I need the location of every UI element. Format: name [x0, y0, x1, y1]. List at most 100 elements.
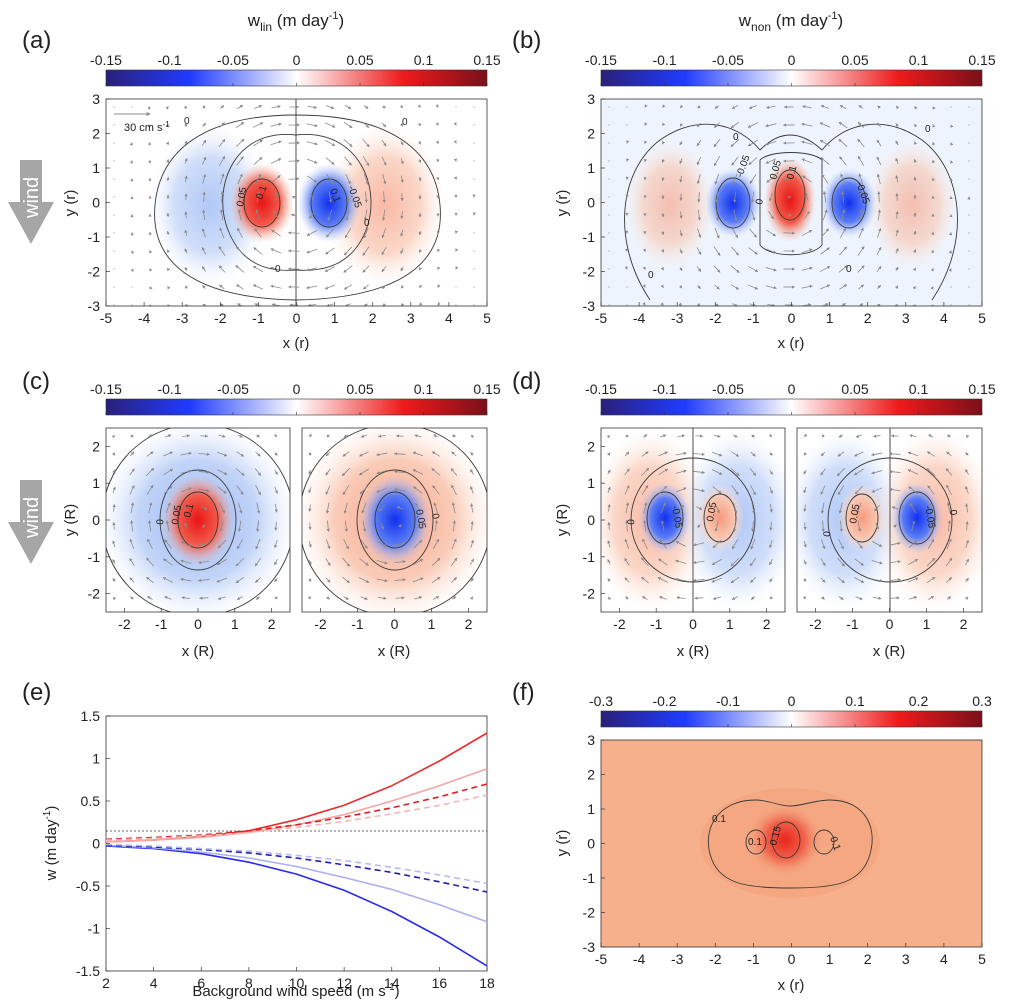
vector-arrow — [274, 577, 278, 583]
vector-arrow — [714, 502, 720, 514]
vector-arrow — [859, 209, 864, 221]
vector-arrow — [679, 175, 683, 183]
vector-arrow — [876, 173, 881, 185]
vector-arrow — [839, 284, 848, 290]
vector-arrow — [394, 541, 406, 546]
panel-c-contour-label: 0.05 — [170, 504, 184, 526]
vector-arrow — [363, 105, 369, 109]
vector-arrow — [914, 123, 918, 128]
panel-a-contour-label: 0.1 — [254, 184, 269, 201]
vector-arrow — [274, 559, 278, 566]
vector-arrow — [820, 558, 826, 567]
vector-dot — [608, 160, 610, 162]
vector-arrow — [750, 191, 755, 203]
vector-arrow — [732, 173, 738, 185]
vector-dot — [608, 286, 610, 288]
vector-arrow — [270, 284, 282, 289]
vector-arrow — [912, 267, 916, 272]
panel-a-xlabel: x (r) — [283, 335, 310, 352]
panel-b-contour-label: 0 — [733, 132, 739, 143]
vector-arrow — [451, 577, 457, 583]
x-tick-label: -1 — [155, 616, 168, 632]
colorbar-tick-label: -0.1 — [157, 381, 181, 397]
vector-arrow — [255, 451, 261, 457]
vector-arrow — [167, 285, 171, 290]
x-tick-label: 16 — [432, 975, 448, 991]
vector-arrow — [469, 596, 474, 601]
vector-arrow — [803, 504, 807, 512]
vector-arrow — [235, 468, 245, 476]
vector-arrow — [679, 158, 683, 165]
vector-arrow — [769, 577, 773, 583]
vector-arrow — [965, 469, 969, 475]
vector-arrow — [165, 106, 169, 110]
vector-arrow — [766, 175, 776, 183]
vector-arrow — [802, 175, 812, 183]
panel-d: -0.15 -0.1 -0.05 0 0.05 0.1 0.15 — [554, 381, 996, 660]
vector-arrow — [858, 227, 864, 239]
vector-arrow — [889, 578, 902, 582]
vector-arrow — [606, 434, 611, 439]
vector-arrow — [183, 105, 187, 110]
vector-arrow — [308, 469, 312, 475]
vector-arrow — [876, 265, 882, 272]
vector-arrow — [197, 578, 210, 582]
vector-arrow — [148, 520, 152, 532]
vector-dot — [455, 304, 457, 306]
vector-arrow — [431, 451, 440, 457]
vector-arrow — [287, 231, 300, 235]
vector-arrow — [895, 248, 899, 254]
vector-arrow — [111, 434, 116, 439]
vector-arrow — [218, 434, 226, 438]
vector-arrow — [803, 469, 807, 475]
y-tick-label: 1 — [587, 160, 595, 176]
vector-arrow — [201, 139, 207, 147]
vector-arrow — [393, 470, 406, 474]
vector-arrow — [675, 559, 687, 564]
vector-arrow — [889, 487, 901, 492]
vector-arrow — [270, 266, 282, 271]
vector-arrow — [398, 524, 402, 528]
y-tick-label: -1 — [88, 229, 101, 245]
vector-arrow — [927, 538, 935, 549]
vector-arrow — [271, 175, 281, 183]
vector-arrow — [730, 138, 740, 148]
series-line-8 — [105, 843, 488, 885]
vector-arrow — [184, 285, 189, 290]
vector-arrow — [857, 265, 865, 273]
vector-arrow — [130, 502, 135, 514]
vector-arrow — [218, 245, 226, 256]
panel-b-title: wnon (m day-1) — [738, 10, 843, 34]
vector-arrow — [872, 596, 882, 600]
y-tick-label: -1 — [583, 229, 596, 245]
vector-arrow — [858, 105, 864, 109]
vector-dot — [968, 178, 970, 180]
vector-arrow — [679, 267, 683, 272]
vector-arrow — [733, 191, 737, 203]
vector-arrow — [451, 502, 456, 514]
vector-arrow — [711, 469, 723, 475]
vector-arrow — [432, 485, 440, 495]
vector-arrow — [730, 121, 740, 129]
vector-arrow — [907, 469, 919, 475]
y-tick-label: -2 — [88, 586, 101, 602]
vector-dot — [473, 232, 475, 234]
vector-arrow — [236, 105, 244, 109]
vector-arrow — [913, 249, 917, 253]
panel-f-contour-label: 0.1 — [748, 837, 762, 848]
vector-arrow — [657, 577, 669, 583]
vector-arrow — [254, 228, 262, 238]
panel-a-contour-label: 0.1 — [327, 187, 342, 204]
vector-arrow — [715, 191, 719, 204]
vector-arrow — [821, 596, 825, 600]
vector-arrow — [748, 247, 758, 255]
colorbar-tick-label: -0.15 — [90, 381, 122, 397]
colorbar-tick-label: -0.05 — [217, 52, 249, 68]
vector-arrow — [733, 520, 737, 532]
vector-arrow — [750, 484, 756, 496]
vector-arrow — [820, 577, 826, 583]
vector-arrow — [270, 158, 282, 164]
vector-arrow — [858, 284, 864, 290]
vector-arrow — [765, 140, 777, 146]
vector-arrow — [749, 557, 757, 567]
